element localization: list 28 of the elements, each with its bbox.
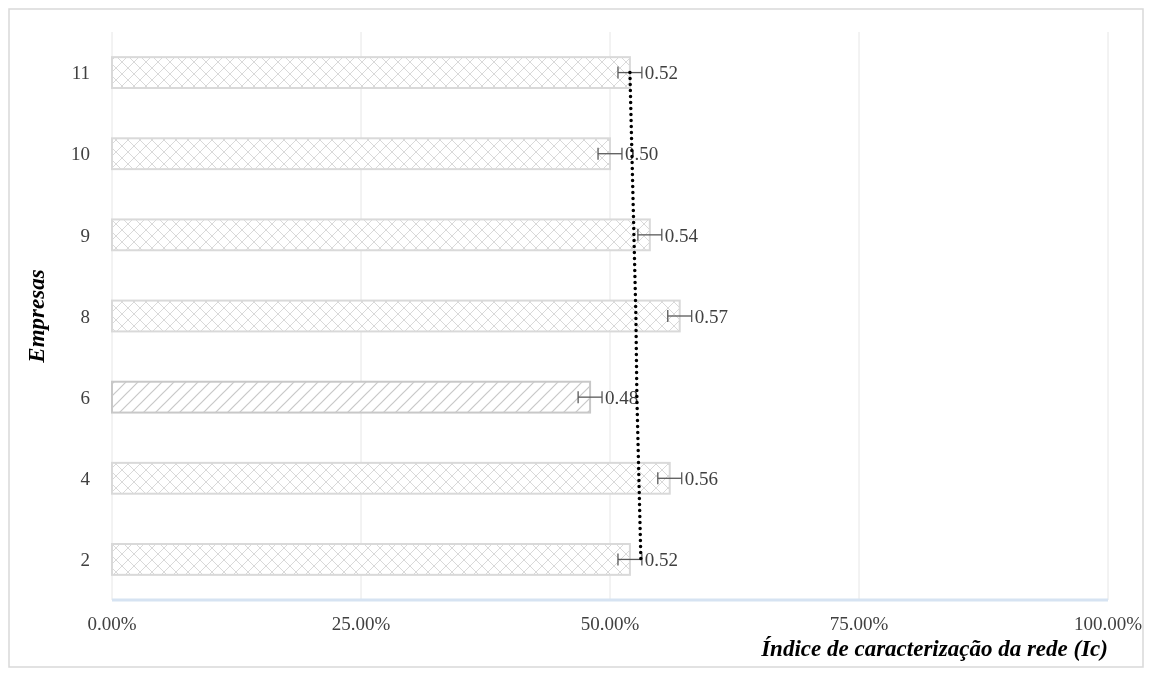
x-tick-label: 75.00%	[829, 613, 889, 634]
bar	[111, 461, 671, 495]
bar	[111, 56, 631, 89]
x-tick-label: 0.00%	[87, 613, 137, 634]
bar	[111, 299, 681, 333]
x-tick-label: 25.00%	[331, 613, 391, 634]
bar	[111, 543, 631, 576]
y-tick-label: 8	[80, 305, 90, 327]
y-axis-title: Empresas	[24, 269, 49, 364]
y-tick-label: 9	[80, 224, 90, 246]
x-tick-label: 50.00%	[580, 613, 640, 634]
y-tick-label: 10	[71, 143, 90, 165]
bar	[111, 218, 651, 252]
y-tick-label: 11	[71, 62, 90, 84]
data-label: 0.48	[605, 386, 639, 408]
y-tick-label: 2	[80, 549, 90, 571]
data-label: 0.52	[644, 549, 679, 571]
y-tick-label: 6	[80, 386, 90, 408]
y-tick-label: 4	[80, 467, 91, 489]
x-axis-title: Índice de caracterização da rede (Ic)	[760, 636, 1108, 661]
bar	[111, 380, 592, 414]
x-tick-label: 100.00%	[1073, 613, 1143, 634]
data-label: 0.50	[624, 143, 659, 165]
data-label: 0.54	[664, 224, 699, 246]
data-label: 0.56	[684, 467, 718, 489]
bar	[111, 137, 611, 171]
data-label: 0.52	[644, 62, 679, 84]
data-label: 0.57	[694, 305, 728, 327]
